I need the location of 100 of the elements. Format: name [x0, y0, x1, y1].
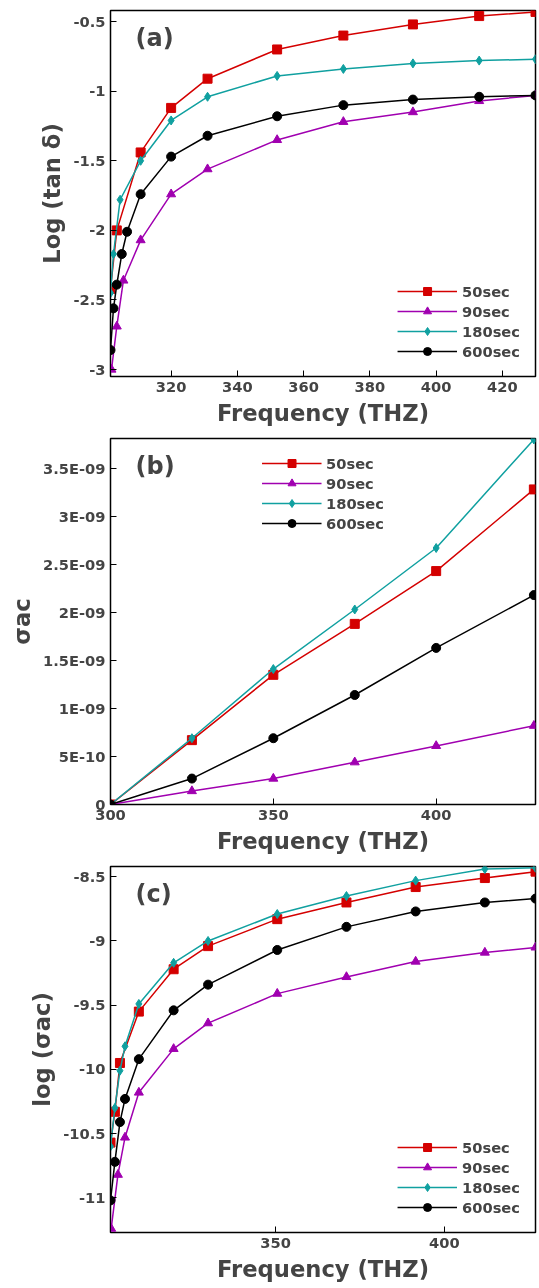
- point: [116, 249, 127, 260]
- y-tick-label: 1.5E-09: [43, 651, 106, 669]
- point: [133, 1054, 144, 1065]
- point: [475, 55, 483, 66]
- point: [339, 63, 347, 74]
- point: [272, 44, 283, 55]
- point: [120, 1093, 131, 1104]
- point: [431, 740, 442, 749]
- y-axis-title: Log (tan δ): [39, 123, 66, 264]
- y-tick-label: 2E-09: [58, 603, 106, 621]
- y-tick-label: -1.5: [73, 151, 106, 169]
- point: [349, 756, 360, 766]
- point: [166, 151, 177, 162]
- point: [122, 226, 133, 237]
- legend-label: 180sec: [462, 1178, 520, 1196]
- point: [407, 19, 418, 30]
- point: [351, 604, 359, 615]
- point: [338, 30, 349, 41]
- point: [431, 566, 442, 577]
- x-tick-label: 360: [288, 377, 319, 395]
- point: [111, 320, 122, 330]
- y-tick-label: -0.5: [73, 12, 106, 30]
- y-tick-label: 2.5E-09: [43, 555, 106, 573]
- y-tick-label: 3E-09: [58, 507, 106, 525]
- point: [110, 1156, 120, 1167]
- point: [479, 897, 490, 908]
- point: [135, 147, 146, 158]
- point: [272, 944, 283, 955]
- y-tick-label: -1: [89, 82, 106, 100]
- point: [410, 955, 421, 965]
- point: [168, 1043, 179, 1052]
- x-tick-label: 400: [420, 805, 452, 823]
- point: [112, 1169, 123, 1178]
- point: [167, 115, 175, 126]
- point: [432, 543, 440, 554]
- x-tick-label: 350: [260, 1233, 291, 1251]
- point: [474, 11, 485, 22]
- point: [272, 134, 283, 144]
- y-tick-label: 1E-09: [58, 699, 106, 717]
- point: [338, 116, 349, 125]
- annotation: (c): [135, 879, 172, 908]
- x-axis-title: Frequency (THZ): [216, 399, 430, 426]
- legend-label: 180sec: [462, 322, 520, 340]
- point: [202, 73, 213, 84]
- point: [116, 1065, 124, 1076]
- point: [273, 909, 281, 920]
- point: [338, 100, 349, 111]
- y-tick-label: -9.5: [73, 996, 106, 1014]
- legend-label: 90sec: [326, 474, 374, 492]
- y-axis-title: log (σac): [29, 992, 56, 1107]
- point: [120, 1131, 131, 1141]
- point: [135, 234, 146, 244]
- point: [204, 91, 212, 102]
- point: [203, 979, 214, 990]
- point: [407, 106, 418, 116]
- y-tick-label: 5E-10: [58, 747, 106, 765]
- point: [121, 1041, 129, 1052]
- y-tick-label: -2.5: [73, 290, 106, 308]
- point: [410, 906, 421, 917]
- point: [341, 971, 352, 981]
- legend-label: 600sec: [326, 514, 384, 532]
- y-tick-label: -10: [79, 1060, 106, 1078]
- point: [342, 891, 350, 902]
- legend-label: 50sec: [462, 282, 510, 300]
- legend-label: 600sec: [462, 342, 520, 360]
- point: [203, 1017, 214, 1027]
- x-tick-label: 400: [429, 1233, 460, 1251]
- y-tick-label: -8.5: [73, 867, 106, 885]
- x-tick-label: 320: [155, 377, 187, 395]
- y-tick-label: 3.5E-09: [43, 459, 106, 477]
- point: [110, 303, 119, 314]
- point: [166, 188, 177, 198]
- y-axis-title: σac: [9, 598, 36, 645]
- point: [202, 163, 213, 173]
- point: [116, 194, 124, 205]
- point: [118, 274, 129, 284]
- point: [272, 111, 283, 122]
- point: [349, 618, 360, 629]
- point: [168, 1005, 179, 1016]
- legend-label: 90sec: [462, 302, 510, 320]
- point: [268, 772, 279, 782]
- legend-label: 90sec: [462, 1158, 510, 1176]
- point: [349, 690, 360, 700]
- legend-label: 180sec: [326, 494, 384, 512]
- x-tick-label: 380: [354, 377, 386, 395]
- annotation: (b): [135, 451, 175, 480]
- point: [204, 935, 212, 946]
- point: [166, 102, 177, 113]
- point: [474, 91, 485, 102]
- point: [479, 946, 490, 956]
- point: [114, 1117, 125, 1128]
- x-axis-title: Frequency (THZ): [216, 827, 430, 854]
- legend-label: 50sec: [326, 454, 374, 472]
- point: [186, 785, 197, 795]
- x-axis-title: Frequency (THZ): [216, 1255, 430, 1282]
- point: [272, 987, 283, 997]
- point: [407, 94, 418, 105]
- point: [412, 875, 420, 886]
- point: [409, 58, 417, 69]
- legend-label: 50sec: [462, 1138, 510, 1156]
